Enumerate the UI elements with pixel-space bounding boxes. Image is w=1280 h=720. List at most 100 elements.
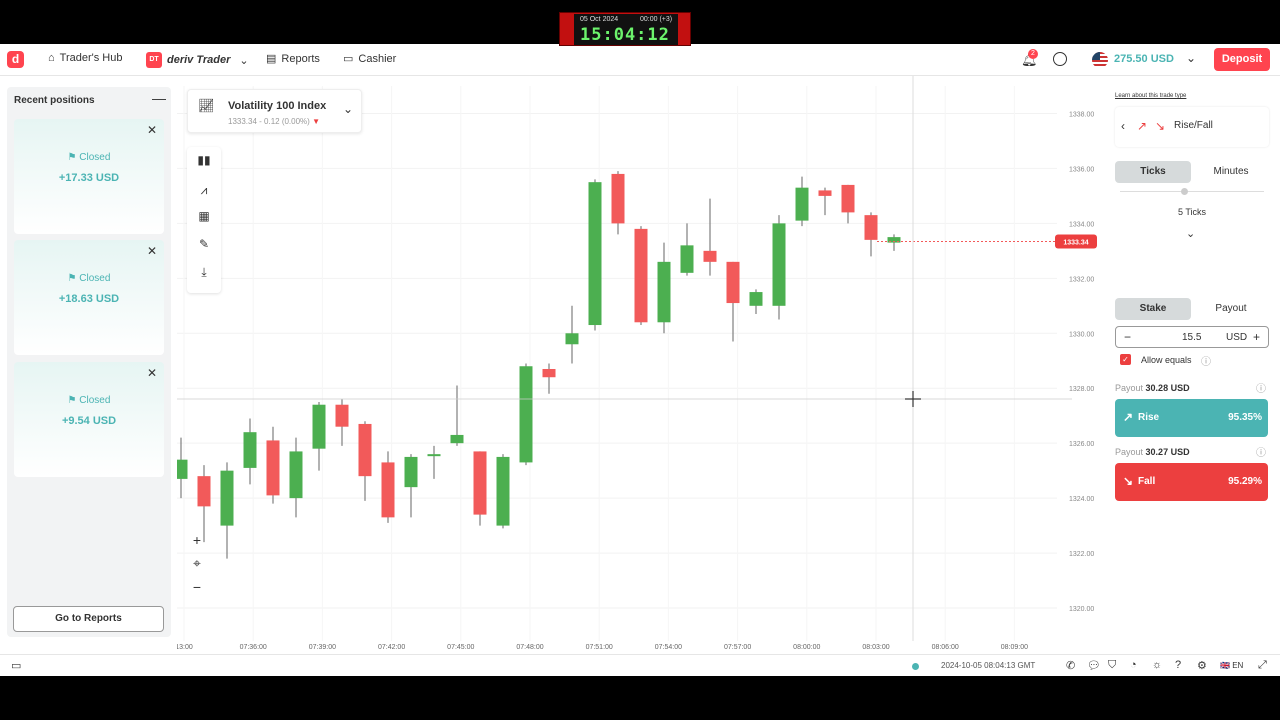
clock-date: 05 Oct 2024 [580,16,619,23]
help-icon[interactable]: ? [1175,659,1182,671]
flag-icon: ⚑ [67,273,80,284]
symbol-selector[interactable]: 📈︎ Volatility 100 Index 1333.34 - 0.12 (… [187,89,362,133]
learn-trade-type-link[interactable]: Learn about this trade type [1115,93,1187,99]
tab-ticks[interactable]: Ticks [1115,161,1191,183]
minus-icon[interactable]: − [1124,330,1132,344]
traders-hub-link[interactable]: ⌂ Trader's Hub [48,52,123,64]
close-icon[interactable]: ✕ [146,123,157,137]
zoom-out-button[interactable]: − [192,579,202,595]
chevron-down-icon[interactable]: ⌄ [1186,228,1196,240]
chevron-left-icon[interactable]: ‹ [1121,119,1125,133]
recent-positions-title: Recent positions [14,95,95,106]
y-tick-label: 1326.00 [1069,441,1094,448]
positions-icon[interactable]: ▭ [11,660,22,672]
candle-body [496,456,510,526]
rise-button[interactable]: ↗ Rise 95.35% [1115,399,1268,437]
stake-value[interactable]: 15.5 [1182,332,1202,343]
candle-body [289,451,303,499]
candle-body [266,440,280,496]
settings-icon[interactable]: ⚙ [1197,660,1207,672]
symbol-name: Volatility 100 Index [228,100,327,112]
indicators-icon[interactable]: ⩘ [200,183,208,197]
chevron-down-icon[interactable]: ⌄ [1186,51,1197,65]
fall-arrow-icon: ↘ [1155,119,1166,133]
y-tick-label: 1322.00 [1069,551,1094,558]
x-tick-label: 08:03:00 [862,644,889,651]
position-status: Closed [79,273,111,284]
theme-icon[interactable]: ☼ [1152,659,1163,671]
candle-body [703,250,717,262]
down-arrow-icon: ▼ [312,117,320,126]
x-tick-label: 13:00 [177,644,193,651]
candle-body [864,215,878,240]
chat-icon[interactable]: 💬︎ [1087,660,1101,672]
plus-icon[interactable]: + [1253,330,1261,344]
x-tick-label: 07:51:00 [586,644,613,651]
deposit-button[interactable]: Deposit [1214,48,1270,71]
go-to-reports-button[interactable]: Go to Reports [13,606,164,632]
x-tick-label: 08:09:00 [1001,644,1028,651]
platform-switcher[interactable]: DT deriv Trader ⌄ [146,52,249,68]
info-icon[interactable]: ⓘ [1256,448,1266,459]
fall-button[interactable]: ↘ Fall 95.29% [1115,463,1268,501]
language-selector[interactable]: 🇬🇧 EN [1220,661,1244,670]
crosshair-button[interactable]: ⌖ [193,555,201,571]
fall-percentage: 95.29% [1228,476,1262,487]
collapse-icon[interactable]: — [152,90,166,106]
x-tick-label: 08:00:00 [793,644,820,651]
templates-icon[interactable]: ▦ [198,209,210,223]
info-icon[interactable]: ⓘ [1256,384,1266,395]
ticks-slider[interactable] [1120,191,1264,192]
uk-flag-icon: 🇬🇧 [1220,661,1230,670]
download-icon[interactable]: ⤓ [201,265,207,279]
candle-body [312,404,326,449]
x-tick-label: 07:39:00 [309,644,336,651]
info-icon[interactable]: ⓘ [1201,357,1211,368]
trade-type-selector[interactable]: ‹ ↗ ↘ Rise/Fall [1115,107,1269,147]
tab-minutes[interactable]: Minutes [1213,166,1249,177]
clock-timezone: 00:00 (+3) [640,16,673,23]
close-icon[interactable]: ✕ [146,366,157,380]
tab-stake[interactable]: Stake [1115,298,1191,320]
drawing-tools-icon[interactable]: ✎ [198,237,210,251]
current-price-label: 1333.34 [1063,240,1088,247]
position-card[interactable]: ✕ ⚑ Closed +17.33 USD [14,119,164,234]
us-flag-icon [1092,52,1108,68]
candle-body [450,434,464,444]
position-card[interactable]: ✕ ⚑ Closed +18.63 USD [14,240,164,355]
ticks-slider-handle[interactable] [1181,188,1188,195]
stake-input[interactable]: − 15.5 USD + [1115,326,1269,348]
allow-equals-checkbox[interactable]: ✓ [1120,354,1131,365]
candle-body [519,366,533,463]
responsible-trading-icon[interactable]: ⛉ [1108,659,1117,671]
price-chart[interactable]: 1320.00 1322.00 1324.00 1326.00 1328.00 1330.… [177,76,1104,656]
server-time: 2024-10-05 08:04:13 GMT [941,661,1036,670]
candle-body [634,228,648,323]
cashier-link[interactable]: ▭ Cashier [343,52,397,66]
zoom-in-button[interactable]: + [192,532,202,548]
trade-panel: Learn about this trade type ‹ ↗ ↘ Rise/F… [1110,87,1274,501]
current-price-label-bg [1055,234,1097,249]
duration-tabs: Ticks Minutes [1115,161,1269,183]
account-balance[interactable]: 275.50 USD [1114,53,1174,65]
x-tick-label: 07:57:00 [724,644,751,651]
y-tick-label: 1320.00 [1069,606,1094,613]
chart-type-icon[interactable]: ▮▮ [197,153,211,167]
whatsapp-icon[interactable]: ✆ [1066,660,1076,672]
chevron-down-icon: ⌄ [343,102,354,116]
close-icon[interactable]: ✕ [146,244,157,258]
account-limits-icon[interactable]: ◔ [1130,659,1137,671]
position-card[interactable]: ✕ ⚑ Closed +9.54 USD [14,362,164,477]
candle-body [588,182,602,326]
deriv-logo[interactable]: d [7,51,24,68]
account-icon[interactable] [1053,52,1067,66]
rise-arrow-icon: ↗ [1123,410,1134,424]
tab-payout[interactable]: Payout [1215,303,1247,314]
reports-link[interactable]: ▤ Reports [266,52,320,66]
fullscreen-icon[interactable]: ⤢ [1258,659,1267,671]
position-status: Closed [79,395,111,406]
candle-body [611,173,625,224]
candlestick-chart[interactable]: 1320.00 1322.00 1324.00 1326.00 1328.00 1330.… [177,76,1104,656]
candle-body [749,292,763,306]
candle-body [657,261,671,323]
